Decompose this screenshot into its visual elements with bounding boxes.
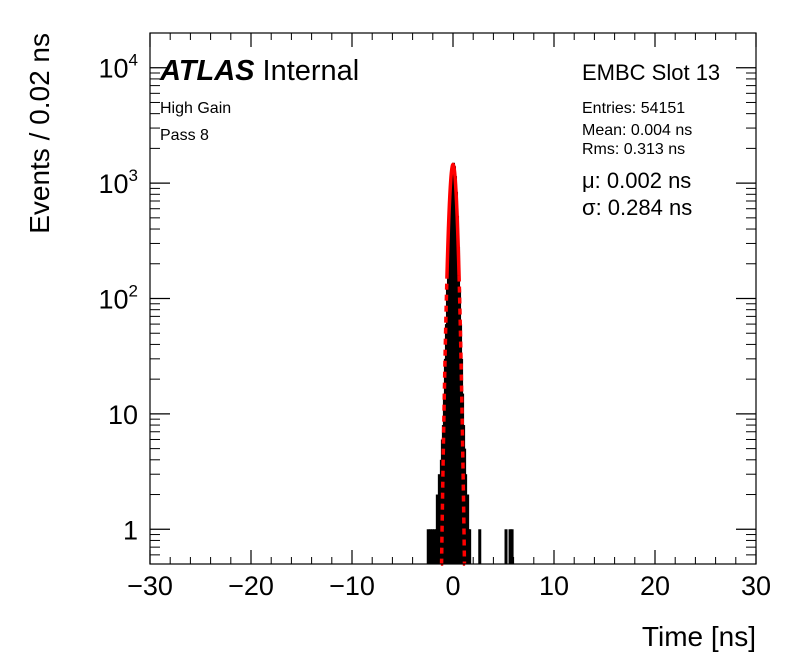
fit-mu: μ: 0.002 ns [582,168,691,193]
gaussian-fit [439,162,467,566]
histogram-bin [432,529,436,564]
pass-label: Pass 8 [160,127,209,144]
y-tick-label: 10 [108,400,138,430]
entries-stat: Entries: 54151 [582,100,685,117]
fit-core [445,162,461,278]
rms-stat: Rms: 0.313 ns [582,141,685,158]
histogram-bin [426,529,430,564]
y-tick-label: 102 [98,282,138,315]
x-tick-label: 0 [445,571,460,601]
axis-ticks: −30 −20 −10 0 10 20 30 1 10 102 103 104 [98,32,771,601]
histogram-bin [430,529,434,564]
x-tick-label: −20 [228,571,274,601]
histogram-bin [428,529,432,564]
histogram-bin [510,529,514,564]
x-tick-label: −10 [329,571,375,601]
histogram-bins [426,162,514,565]
fit-tail-left [439,277,449,566]
atlas-label: ATLAS Internal [159,55,359,87]
histogram-bin [478,529,482,564]
y-axis-title: Events / 0.02 ns [24,33,55,234]
y-tick-label: 104 [98,51,138,84]
fit-sigma: σ: 0.284 ns [582,195,692,220]
y-tick-label: 1 [123,515,138,545]
slot-label: EMBC Slot 13 [582,60,720,85]
x-tick-label: −30 [127,571,173,601]
mean-stat: Mean: 0.004 ns [582,122,692,139]
x-axis-title: Time [ns] [642,621,756,652]
x-tick-label: 30 [741,571,771,601]
histogram-bin [504,529,508,564]
gain-label: High Gain [160,100,231,117]
y-tick-label: 103 [98,166,138,199]
histogram-bin [468,529,472,564]
x-tick-label: 10 [539,571,569,601]
histogram-bin [508,529,512,564]
x-tick-label: 20 [640,571,670,601]
